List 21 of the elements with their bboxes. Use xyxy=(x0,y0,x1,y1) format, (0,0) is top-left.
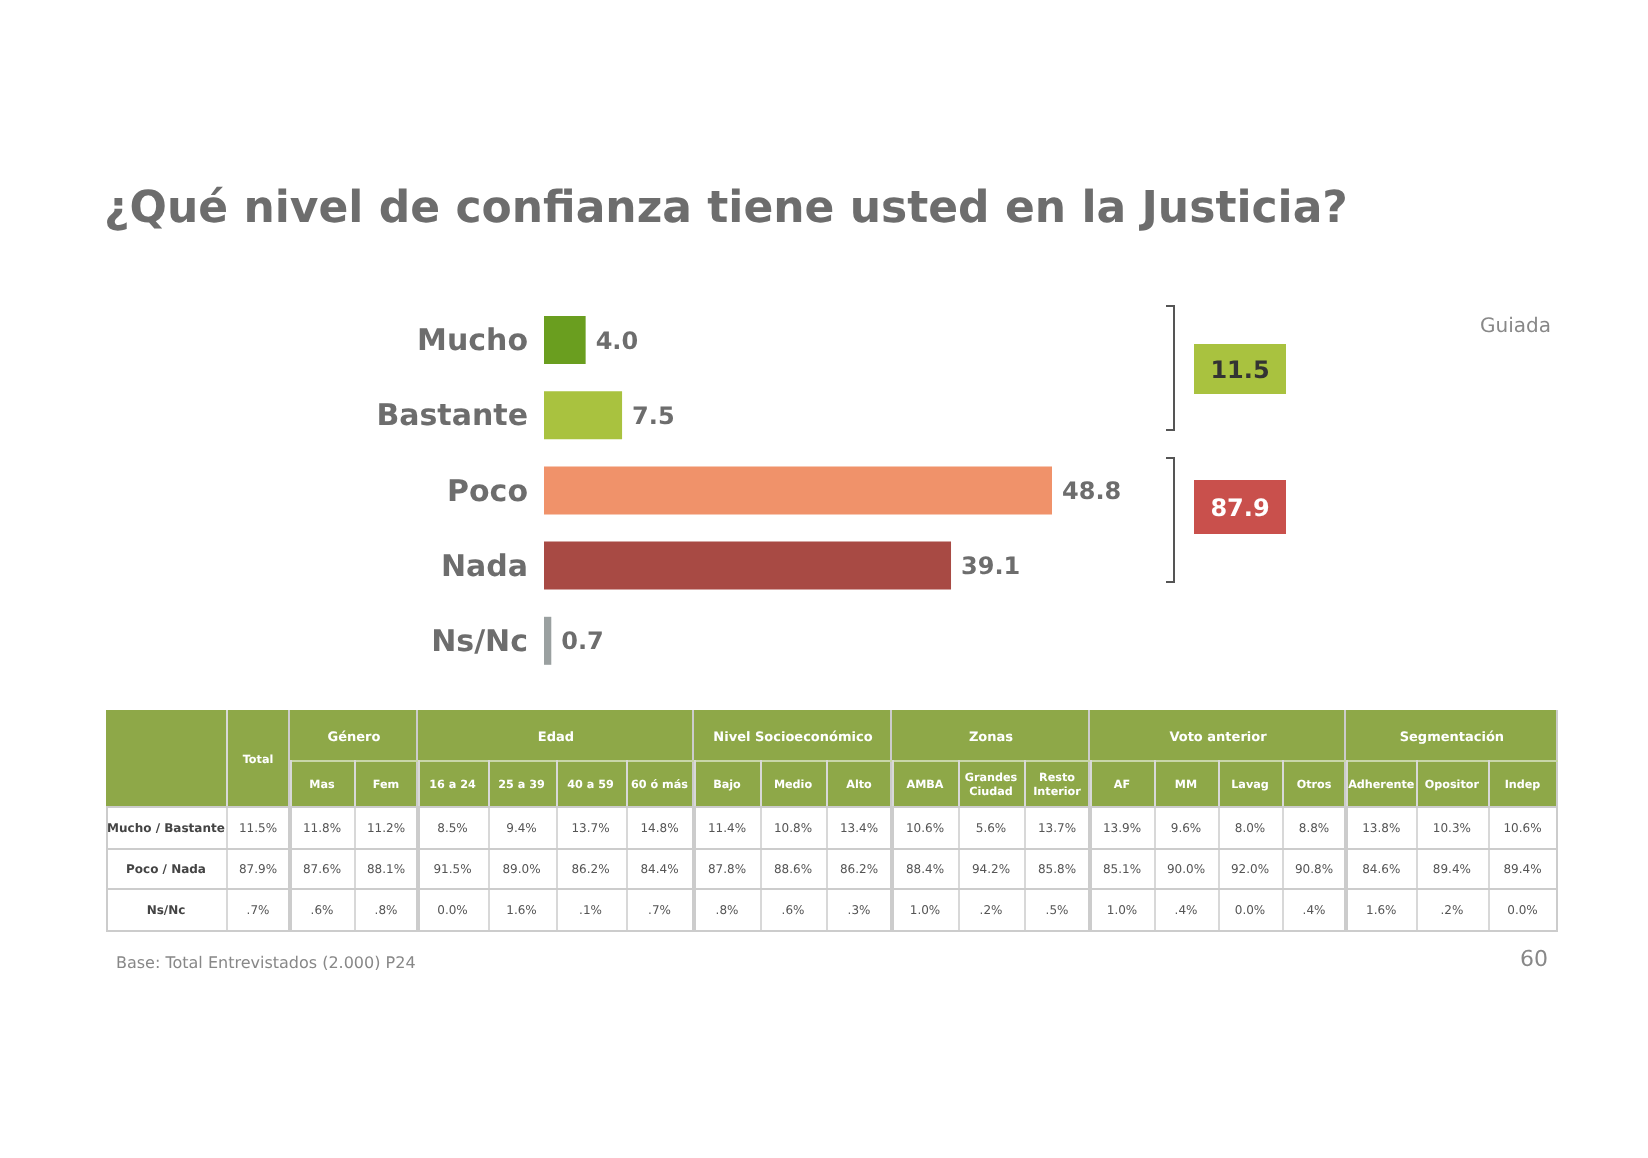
text: 87.9 xyxy=(1194,480,1286,534)
bar xyxy=(544,466,1052,515)
y-tick-label: Bastante xyxy=(376,397,528,434)
y-tick-label: Nada xyxy=(440,547,528,584)
data-label: 39.1 xyxy=(961,552,1021,581)
chart-title: ¿Qué nivel de confianza tiene usted en la Justicia? xyxy=(104,184,1348,234)
y-tick-label: Mucho xyxy=(417,322,528,359)
bar xyxy=(544,616,552,665)
bar xyxy=(544,316,586,364)
text: Guiada xyxy=(1480,316,1551,338)
data-label: 7.5 xyxy=(632,401,675,430)
text: Base: Total Entrevistados (2.000) P24 xyxy=(116,954,416,972)
data-label: 4.0 xyxy=(595,326,639,355)
bar xyxy=(544,541,952,590)
text: 11.5 xyxy=(1194,344,1286,394)
data-label: 0.7 xyxy=(561,627,604,656)
y-tick-label: Ns/Nc xyxy=(431,623,528,660)
text: 60 xyxy=(1520,946,1548,972)
data-label: 48.8 xyxy=(1062,476,1122,505)
bar xyxy=(544,391,623,440)
y-tick-label: Poco xyxy=(447,472,528,509)
